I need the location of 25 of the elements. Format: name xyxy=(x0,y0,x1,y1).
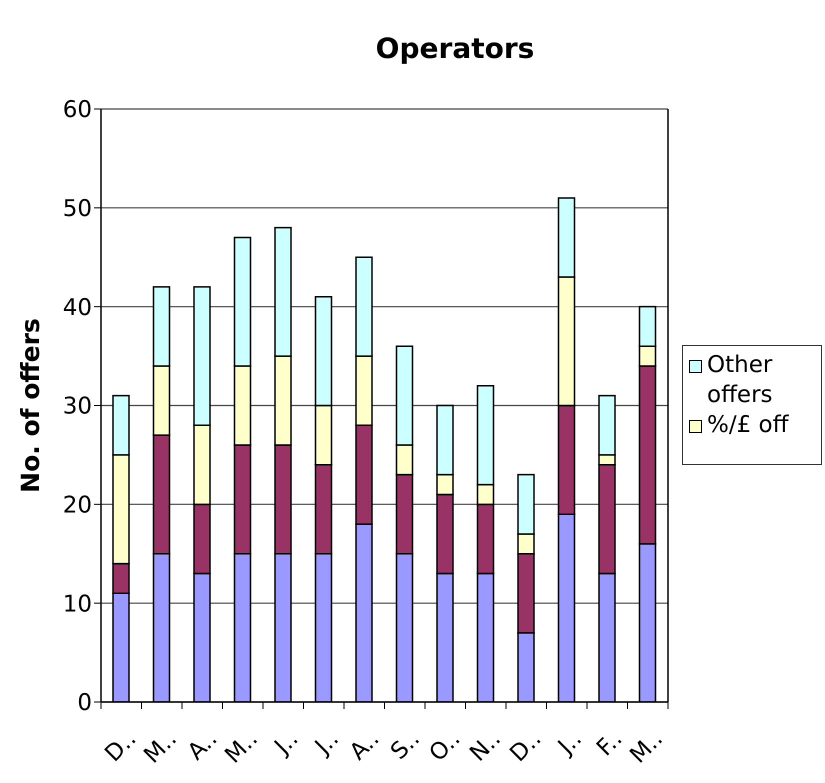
y-tick-label: 10 xyxy=(62,591,92,618)
x-tick-label: J.. xyxy=(268,726,304,761)
x-tick-label: A.. xyxy=(182,726,222,766)
x-tick-label: F.. xyxy=(592,726,628,762)
x-tick-label: M.. xyxy=(625,726,668,769)
y-tick-label: 0 xyxy=(77,690,92,716)
x-tick-label: S.. xyxy=(386,726,425,765)
x-tick-label: O.. xyxy=(424,726,466,767)
legend-label: Other offers xyxy=(707,351,774,410)
x-tick-label: J.. xyxy=(552,726,587,761)
x-tick-label: N.. xyxy=(465,726,506,767)
chart-title: Operators xyxy=(374,32,536,65)
y-tick-label: 20 xyxy=(62,492,92,518)
x-tick-label: D.. xyxy=(505,726,546,768)
y-tick-label: 50 xyxy=(62,196,92,222)
x-tick-label: A.. xyxy=(344,726,384,766)
y-tick-label: 60 xyxy=(62,97,92,124)
y-axis-title: No. of offers xyxy=(16,318,44,493)
y-tick-label: 40 xyxy=(62,294,92,321)
x-tick-label: M.. xyxy=(220,726,263,769)
x-tick-label: D.. xyxy=(100,726,142,768)
legend-label: %/£ off xyxy=(707,411,788,440)
x-tick-label: J.. xyxy=(309,726,344,761)
x-tick-label: M.. xyxy=(139,726,182,769)
y-tick-label: 30 xyxy=(62,394,92,420)
